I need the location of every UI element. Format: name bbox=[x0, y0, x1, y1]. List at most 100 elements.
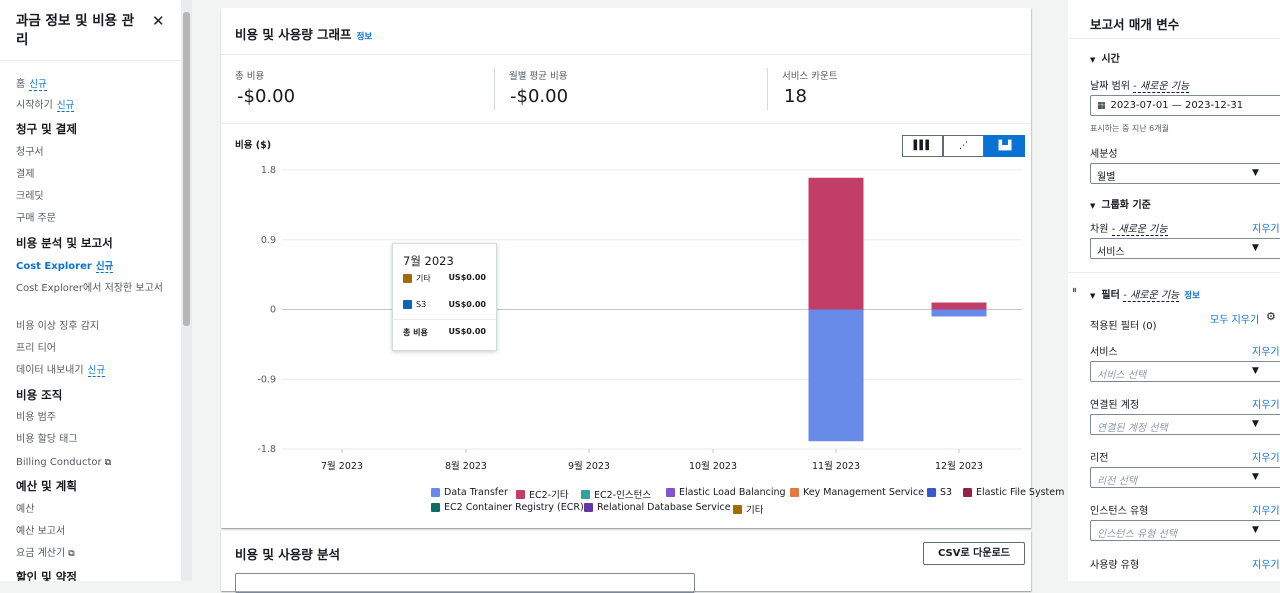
nav-scrollbar-thumb[interactable] bbox=[183, 12, 190, 326]
clear-all-filters-link[interactable]: 모두 지우기 bbox=[1210, 315, 1260, 326]
stacked-bar-icon: ▙▟ bbox=[998, 141, 1012, 151]
graph-info-link[interactable]: 정보 bbox=[356, 32, 373, 42]
kpi-service-count-value: 18 bbox=[784, 86, 807, 107]
panel-resize-handle[interactable]: ⏸ bbox=[1072, 285, 1077, 296]
divider bbox=[767, 68, 768, 110]
date-range-picker[interactable]: ▦ 2023-07-01 — 2023-12-31 bbox=[1090, 95, 1280, 116]
filter-section-toggle[interactable]: ▼ 필터 - 새로운 기능 정보 bbox=[1090, 290, 1200, 302]
filter-instance-type-clear[interactable]: 지우기 bbox=[1252, 506, 1280, 517]
legend-item[interactable]: EC2 Container Registry (ECR) bbox=[431, 502, 584, 513]
legend-label: Data Transfer bbox=[444, 487, 508, 498]
new-badge: 신규 bbox=[29, 79, 47, 91]
caret-down-icon: ▼ bbox=[1252, 168, 1259, 178]
kpi-total-value: -$0.00 bbox=[237, 86, 296, 107]
bar-chart-toggle[interactable]: ▌▌▌ bbox=[902, 135, 943, 157]
side-title: 보고서 매개 변수 bbox=[1090, 17, 1180, 32]
dimension-select[interactable]: 서비스 bbox=[1090, 238, 1280, 259]
filter-region-clear[interactable]: 지우기 bbox=[1252, 453, 1280, 464]
divider bbox=[0, 60, 181, 61]
search-input[interactable] bbox=[235, 573, 695, 593]
nav-item-cost-allocation-tags[interactable]: 비용 할당 태그 bbox=[16, 434, 78, 445]
filter-account-clear[interactable]: 지우기 bbox=[1252, 400, 1280, 411]
nav-item-anomaly-detection[interactable]: 비용 이상 징후 감지 bbox=[16, 321, 100, 332]
legend-swatch bbox=[431, 488, 440, 497]
filter-service-clear[interactable]: 지우기 bbox=[1252, 347, 1280, 358]
filter-region-select[interactable]: 리전 선택 bbox=[1090, 467, 1280, 488]
divider bbox=[1068, 272, 1280, 273]
legend-swatch bbox=[431, 503, 440, 512]
chart-tooltip: 7월 2023 기타 US$0.00 S3 US$0.00 총 비용 US$0.… bbox=[392, 243, 497, 351]
nav-heading-cost-organization: 비용 조직 bbox=[16, 388, 63, 402]
external-link-icon: ⧉ bbox=[104, 458, 112, 468]
caret-down-icon: ▼ bbox=[1252, 472, 1259, 482]
nav-item-cost-explorer[interactable]: Cost Explorer 신규 bbox=[16, 261, 114, 273]
nav-item-credits[interactable]: 크레딧 bbox=[16, 191, 44, 202]
graph-title: 비용 및 사용량 그래프 bbox=[235, 27, 352, 42]
dimension-clear-link[interactable]: 지우기 bbox=[1252, 224, 1280, 235]
nav-heading-budgets: 예산 및 계획 bbox=[16, 479, 77, 493]
caret-down-icon: ▼ bbox=[1252, 525, 1259, 535]
analysis-card: 비용 및 사용량 분석 CSV로 다운로드 bbox=[221, 531, 1031, 593]
caret-down-icon: ▼ bbox=[1252, 419, 1259, 429]
kpi-monthly-avg-value: -$0.00 bbox=[510, 86, 569, 107]
legend-item[interactable]: Elastic Load Balancing bbox=[666, 487, 786, 498]
nav-item-payments[interactable]: 결제 bbox=[16, 169, 35, 180]
applied-filters-label: 적용된 필터 (0) bbox=[1090, 321, 1157, 332]
bar-chart-icon: ▌▌▌ bbox=[913, 141, 933, 151]
chart-ylabel: 비용 ($) bbox=[235, 140, 272, 151]
legend-label: EC2-기타 bbox=[529, 490, 569, 501]
legend-label: Elastic Load Balancing bbox=[679, 487, 786, 498]
filter-account-select[interactable]: 연결된 계정 선택 bbox=[1090, 414, 1280, 435]
legend-item[interactable]: EC2-기타 bbox=[516, 487, 569, 501]
filter-service-select[interactable]: 서비스 선택 bbox=[1090, 361, 1280, 382]
tooltip-value: US$0.00 bbox=[448, 300, 486, 309]
close-icon[interactable]: ✕ bbox=[152, 12, 165, 30]
legend-item[interactable]: S3 bbox=[927, 487, 952, 498]
line-chart-toggle[interactable]: ⋰ bbox=[943, 135, 984, 157]
nav-item-cost-categories[interactable]: 비용 범주 bbox=[16, 412, 56, 423]
legend-item[interactable]: Elastic File System bbox=[963, 487, 1064, 498]
legend-swatch bbox=[403, 300, 412, 309]
legend-swatch bbox=[584, 503, 593, 512]
granularity-select[interactable]: 월별 bbox=[1090, 163, 1280, 184]
legend-item[interactable]: Key Management Service bbox=[790, 487, 924, 498]
settings-icon[interactable]: ⚙ bbox=[1266, 310, 1276, 323]
nav-heading-billing: 청구 및 결제 bbox=[16, 122, 77, 136]
stacked-bar-toggle[interactable]: ▙▟ bbox=[984, 135, 1025, 157]
chart-area bbox=[221, 123, 1031, 527]
nav-item-budgets[interactable]: 예산 bbox=[16, 504, 35, 515]
nav-item-purchase-orders[interactable]: 구매 주문 bbox=[16, 213, 56, 224]
legend-label: Relational Database Service bbox=[597, 502, 731, 513]
legend-swatch bbox=[790, 488, 799, 497]
download-csv-button[interactable]: CSV로 다운로드 bbox=[923, 542, 1025, 565]
filter-usage-type-clear[interactable]: 지우기 bbox=[1252, 560, 1280, 571]
nav-item-saved-reports[interactable]: Cost Explorer에서 저장한 보고서 bbox=[16, 283, 164, 294]
new-badge: 신규 bbox=[56, 100, 75, 112]
dimension-label: 차원 - 새로운 기능 bbox=[1090, 224, 1168, 236]
nav-item-budget-reports[interactable]: 예산 보고서 bbox=[16, 526, 66, 537]
legend-item[interactable]: Relational Database Service bbox=[584, 502, 731, 513]
tooltip-row: 기타 bbox=[403, 273, 431, 284]
nav-title: 과금 정보 및 비용 관리 bbox=[16, 13, 135, 48]
legend-item[interactable]: Data Transfer bbox=[431, 487, 508, 498]
nav-item-billing-conductor[interactable]: Billing Conductor ⧉ bbox=[16, 457, 112, 468]
nav-item-pricing-calculator[interactable]: 요금 계산기 ⧉ bbox=[16, 548, 75, 559]
nav-item-bills[interactable]: 청구서 bbox=[16, 147, 44, 158]
time-section-toggle[interactable]: ▼ 시간 bbox=[1090, 54, 1120, 65]
legend-item[interactable]: EC2-인스턴스 bbox=[581, 487, 651, 501]
caret-down-icon: ▼ bbox=[1090, 56, 1096, 64]
filter-usage-type-label: 사용량 유형 bbox=[1090, 560, 1140, 571]
nav-item-home[interactable]: 홈 신규 bbox=[16, 79, 47, 91]
nav-item-free-tier[interactable]: 프리 티어 bbox=[16, 343, 56, 354]
divider bbox=[1068, 38, 1280, 39]
filter-service-label: 서비스 bbox=[1090, 347, 1118, 358]
nav-heading-savings: 할인 및 약정 bbox=[16, 570, 77, 581]
divider bbox=[393, 319, 496, 320]
granularity-label: 세분성 bbox=[1090, 149, 1118, 160]
grouping-section-toggle[interactable]: ▼ 그룹화 기준 bbox=[1090, 200, 1151, 211]
filter-instance-type-select[interactable]: 인스턴스 유형 선택 bbox=[1090, 520, 1280, 541]
side-navigation: 과금 정보 및 비용 관리 ✕ 홈 신규 시작하기 신규 청구 및 결제 청구서 결… bbox=[0, 0, 181, 581]
legend-item[interactable]: 기타 bbox=[733, 502, 763, 516]
nav-item-getting-started[interactable]: 시작하기 신규 bbox=[16, 100, 75, 112]
nav-item-data-exports[interactable]: 데이터 내보내기 신규 bbox=[16, 365, 106, 377]
